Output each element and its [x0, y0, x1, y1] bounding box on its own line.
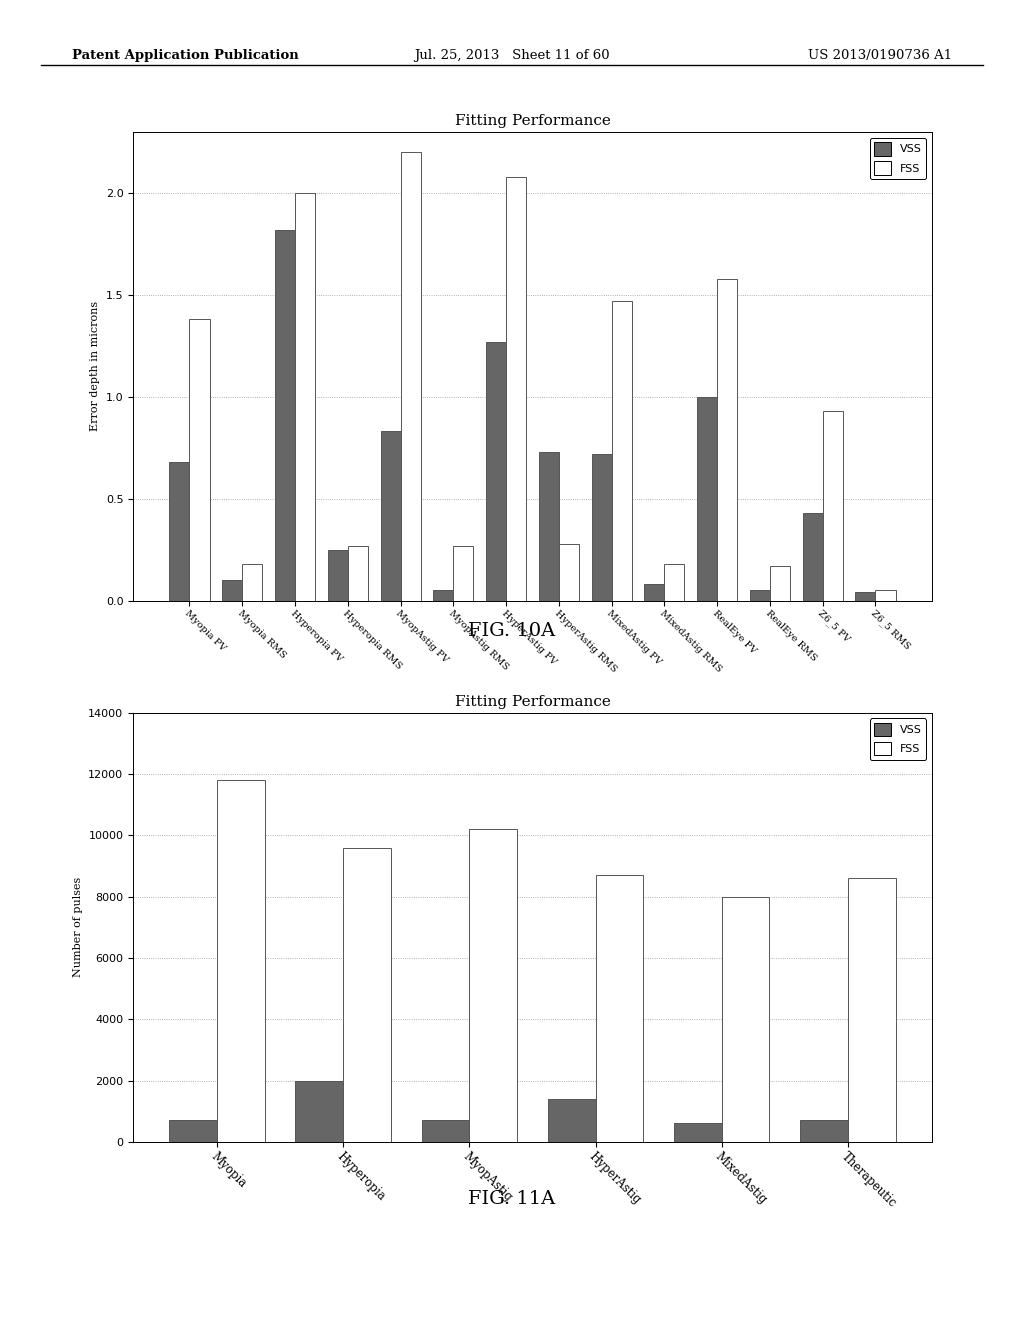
Bar	[750, 590, 770, 601]
Bar	[717, 279, 737, 601]
Bar	[876, 590, 896, 601]
Bar	[422, 1121, 469, 1142]
Bar	[169, 1121, 217, 1142]
Bar	[770, 566, 790, 601]
Bar	[169, 462, 189, 601]
Bar	[596, 875, 643, 1142]
Bar	[803, 513, 822, 601]
Bar	[217, 780, 265, 1142]
Y-axis label: Error depth in microns: Error depth in microns	[90, 301, 100, 432]
Bar	[295, 193, 315, 601]
Bar	[381, 432, 400, 601]
Bar	[189, 319, 210, 601]
Bar	[328, 549, 348, 601]
Bar	[454, 545, 473, 601]
Title: Fitting Performance: Fitting Performance	[455, 114, 610, 128]
Bar	[592, 454, 611, 601]
Bar	[469, 829, 517, 1142]
Text: FIG. 10A: FIG. 10A	[468, 622, 556, 640]
Legend: VSS, FSS: VSS, FSS	[870, 718, 927, 760]
Bar	[400, 152, 421, 601]
Bar	[343, 847, 391, 1142]
Bar	[243, 564, 262, 601]
Bar	[506, 177, 526, 601]
Bar	[848, 878, 896, 1142]
Bar	[644, 585, 665, 601]
Bar	[433, 590, 454, 601]
Bar	[548, 1098, 596, 1142]
Title: Fitting Performance: Fitting Performance	[455, 694, 610, 709]
Bar	[348, 545, 368, 601]
Bar	[822, 411, 843, 601]
Bar	[539, 451, 559, 601]
Bar	[559, 544, 579, 601]
Bar	[665, 564, 684, 601]
Bar	[697, 397, 717, 601]
Bar	[611, 301, 632, 601]
Bar	[722, 896, 769, 1142]
Text: FIG. 11A: FIG. 11A	[468, 1189, 556, 1208]
Bar	[275, 230, 295, 601]
Text: US 2013/0190736 A1: US 2013/0190736 A1	[808, 49, 952, 62]
Bar	[486, 342, 506, 601]
Legend: VSS, FSS: VSS, FSS	[870, 137, 927, 180]
Bar	[222, 581, 243, 601]
Bar	[800, 1121, 848, 1142]
Y-axis label: Number of pulses: Number of pulses	[73, 878, 83, 977]
Bar	[674, 1123, 722, 1142]
Bar	[855, 593, 876, 601]
Text: Patent Application Publication: Patent Application Publication	[72, 49, 298, 62]
Bar	[296, 1081, 343, 1142]
Text: Jul. 25, 2013   Sheet 11 of 60: Jul. 25, 2013 Sheet 11 of 60	[414, 49, 610, 62]
